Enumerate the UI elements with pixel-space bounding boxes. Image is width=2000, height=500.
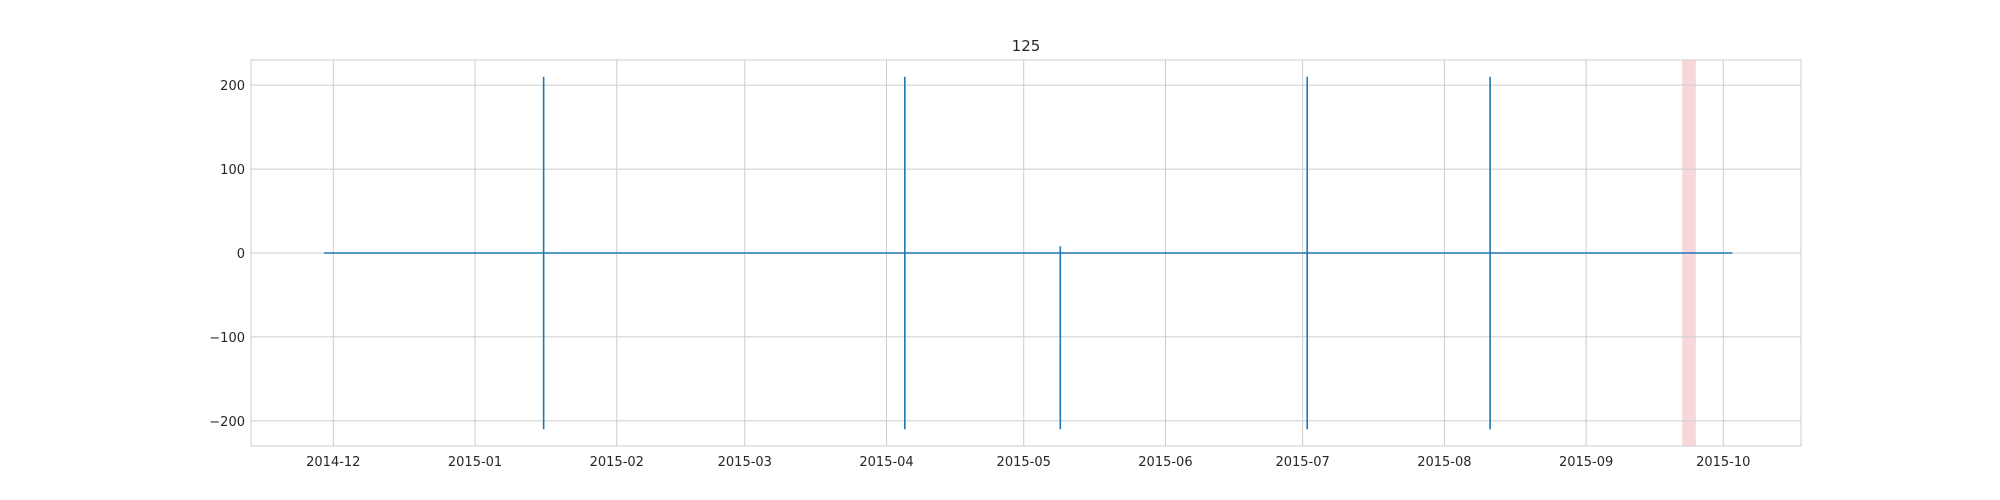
x-tick-label: 2015-05 (997, 455, 1051, 470)
x-tick-label: 2015-06 (1138, 455, 1192, 470)
x-tick-label: 2015-04 (859, 455, 913, 470)
x-tick-label: 2015-08 (1417, 455, 1471, 470)
x-tick-label: 2015-07 (1275, 455, 1329, 470)
y-tick-label: 100 (220, 163, 245, 178)
chart-title: 125 (1012, 37, 1041, 55)
x-tick-label: 2014-12 (306, 455, 360, 470)
x-tick-label: 2015-02 (590, 455, 644, 470)
plot-area: 2014-12 2015-01 2015-02 2015-03 2015-04 2015-… (209, 59, 1802, 470)
x-tick-label: 2015-09 (1559, 455, 1613, 470)
plot-frame (250, 59, 1802, 447)
x-tick-label: 2015-10 (1696, 455, 1750, 470)
y-tick-label: −100 (209, 331, 245, 346)
x-tick-label: 2015-03 (718, 455, 772, 470)
y-tick-label: 200 (220, 79, 245, 94)
x-tick-label: 2015-01 (448, 455, 502, 470)
y-tick-label: 0 (237, 247, 245, 262)
y-tick-label: −200 (209, 415, 245, 430)
series-line (324, 76, 1733, 430)
